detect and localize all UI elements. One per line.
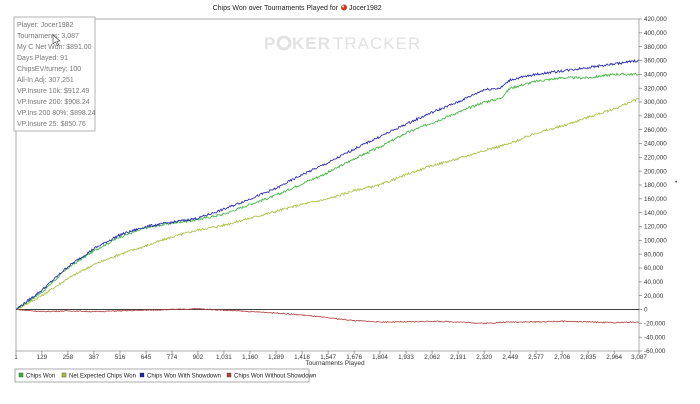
y-axis: 420,000 400,000 380,000 360,000 340,000 320,0… (639, 16, 667, 355)
x-tick-label: 1,289 (268, 354, 284, 361)
y-tick-label: 140,000 (644, 210, 667, 217)
legend: Chips Won Net Expected Chips Won Chips Won… (14, 368, 316, 383)
x-tick-label: 1,547 (320, 354, 336, 361)
legend-item: Net Expected Chips Won (69, 374, 136, 380)
y-tick-label: 300,000 (644, 99, 667, 106)
plot-area (15, 18, 640, 352)
x-tick-label: 516 (115, 354, 126, 361)
x-tick-label: 2,577 (528, 354, 544, 361)
x-tick-label: 1,160 (242, 354, 258, 361)
y-tick-label: 280,000 (644, 113, 667, 120)
watermark-spade-icon (276, 35, 292, 51)
x-tick-label: 1,418 (294, 354, 310, 361)
x-axis-label: Tournaments Played (305, 360, 365, 367)
x-tick-label: 1 (14, 354, 18, 361)
y-tick-label: 160,000 (644, 196, 667, 203)
x-tick-label: 387 (89, 354, 100, 361)
legend-swatch (139, 372, 145, 378)
stats-line: VP.Insure 25: $850.76 (17, 121, 86, 128)
stats-line: Tournaments: 3,087 (17, 33, 79, 40)
y-tick-label: 0 (644, 307, 648, 314)
y-tick-label: 360,000 (644, 58, 667, 65)
stats-line: Days Played: 91 (17, 55, 68, 62)
legend-item: Chips Won Without Showdown (234, 374, 316, 380)
x-tick-label: 2,706 (554, 354, 570, 361)
x-tick-label: 2,835 (580, 354, 596, 361)
series-line-1 (15, 72, 639, 310)
watermark-text-mid: KER (292, 34, 331, 53)
mouse-cursor-icon (52, 34, 61, 46)
series-layer (15, 58, 639, 325)
x-tick-label: 2,320 (476, 354, 492, 361)
x-tick-label: 258 (63, 354, 74, 361)
series-line-3 (15, 58, 639, 310)
y-tick-label: 400,000 (644, 30, 667, 37)
chart-title: Chips Won over Tournaments Played for (213, 5, 339, 12)
y-tick-label: 40,000 (644, 279, 664, 286)
x-tick-label: 1,804 (372, 354, 388, 361)
y-tick-label: 180,000 (644, 182, 667, 189)
y-tick-label: 200,000 (644, 168, 667, 175)
series-line-2 (15, 97, 639, 310)
x-axis: 1 129 258 387 516 645 774 902 1,031 1,160 1,289 1,4… (14, 351, 647, 361)
legend-swatch (18, 372, 24, 378)
y-tick-label: 240,000 (644, 141, 667, 148)
y-tick-label: 380,000 (644, 44, 667, 51)
y-tick-label: 80,000 (644, 251, 664, 258)
watermark-text-left: P (264, 34, 276, 53)
x-tick-label: 129 (37, 354, 48, 361)
y-tick-label: 20,000 (644, 293, 664, 300)
legend-swatch (226, 372, 232, 378)
y-tick-label: 320,000 (644, 85, 667, 92)
stats-line: ChipsEV/turney: 100 (17, 66, 81, 73)
x-tick-label: 2,191 (450, 354, 466, 361)
stats-line: All-In Adj: 307,251 (17, 77, 74, 84)
player-icon (341, 4, 347, 11)
x-tick-label: 902 (193, 354, 204, 361)
stats-line: Player: Jocer1982 (17, 22, 74, 29)
stats-line: My C Net Won: $891.00 (17, 44, 92, 51)
y-tick-label: 60,000 (644, 265, 664, 272)
stats-line: VP.Insure 10k: $912.49 (17, 88, 89, 95)
x-tick-label: 645 (141, 354, 152, 361)
series-line-4 (15, 307, 639, 325)
legend-item: Chips Won (26, 374, 55, 380)
y-tick-label: 120,000 (644, 224, 667, 231)
x-tick-label: 1,933 (398, 354, 414, 361)
y-tick-label: 260,000 (644, 127, 667, 134)
x-tick-label: 2,964 (606, 354, 622, 361)
y-tick-label: -60,000 (644, 348, 666, 355)
y-tick-label: 340,000 (644, 72, 667, 79)
x-tick-label: 2,449 (502, 354, 518, 361)
legend-swatch (61, 372, 67, 378)
pokertracker-watermark: P KER TRACKER (264, 34, 421, 53)
chart-title-player: Jocer1982 (349, 5, 382, 12)
y-tick-label: 220,000 (644, 155, 667, 162)
y-axis-marker: • (675, 179, 677, 186)
y-tick-label: 100,000 (644, 238, 667, 245)
stats-line: VP.Ins 200 80%: $898.24 (17, 110, 96, 117)
x-tick-label: 2,062 (424, 354, 440, 361)
stats-line: VP.Insure 200: $908.24 (17, 99, 90, 106)
legend-item: Chips Won With Showdown (147, 374, 221, 380)
y-tick-label: 420,000 (644, 16, 667, 23)
watermark-text-right: TRACKER (333, 34, 421, 53)
x-tick-label: 774 (167, 354, 178, 361)
x-tick-label: 1,031 (216, 354, 232, 361)
x-tick-label: 1,676 (346, 354, 362, 361)
y-tick-label: -20,000 (644, 321, 666, 328)
stats-box: Player: Jocer1982 Tournaments: 3,087 My C … (13, 16, 96, 132)
y-tick-label: -40,000 (644, 334, 666, 341)
x-tick-label: 3,087 (631, 354, 647, 361)
